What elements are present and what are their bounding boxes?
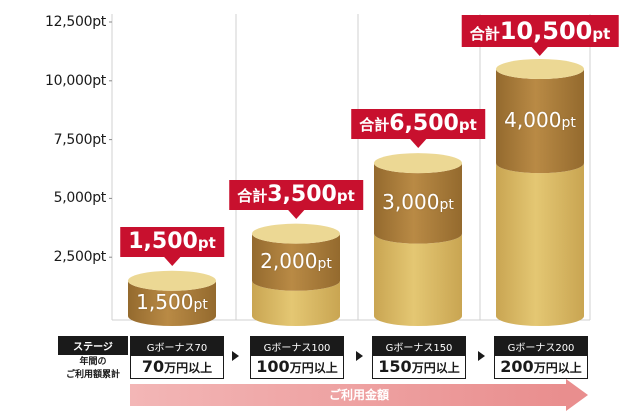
stage-name: Gボーナス100	[251, 337, 343, 356]
total-badge: 合計10,500pt	[461, 15, 619, 57]
stage-suffix: 万円以上	[533, 361, 582, 375]
bar-upper-segment	[128, 280, 216, 326]
stage-header-sub2: ご利用額累計	[65, 370, 120, 380]
total-prefix: 合計	[469, 25, 500, 44]
usage-arrow-bar	[130, 384, 566, 406]
total-badge: 合計3,500pt	[229, 179, 363, 219]
stage-name: Gボーナス70	[131, 337, 223, 356]
stage-threshold: 70万円以上	[131, 356, 223, 378]
bar-upper-segment	[252, 233, 340, 291]
total-value: 6,500	[389, 111, 459, 137]
stage-suffix: 万円以上	[289, 361, 338, 375]
bar-top-cap	[252, 223, 340, 244]
stage-header-title: ステージ	[58, 336, 128, 355]
segment-value: 1,500	[136, 290, 194, 315]
usage-arrow-head-icon	[566, 379, 588, 411]
segment-value-label: 2,000pt	[260, 249, 332, 273]
total-prefix: 合計	[359, 116, 390, 135]
segment-value: 3,000	[382, 190, 440, 215]
stage-header-sub1: 年間の	[79, 357, 107, 367]
bar-lower-segment	[374, 233, 462, 326]
bar-top-cap	[128, 270, 216, 291]
arrow-1-icon	[232, 351, 239, 361]
total-prefix: 合計	[237, 186, 268, 205]
stage-box-2: Gボーナス100 100万円以上	[250, 336, 344, 379]
y-tick-label: 12,500pt	[45, 14, 106, 30]
segment-value: 2,000	[260, 249, 318, 274]
bar-top-cap	[374, 153, 462, 174]
total-value: 10,500	[499, 17, 593, 46]
y-tick-label: 7,500pt	[53, 131, 107, 148]
total-unit: pt	[336, 186, 355, 205]
bar-upper-segment	[496, 69, 584, 174]
bar-top-cap	[496, 59, 584, 80]
total-badge: 1,500pt	[120, 226, 224, 266]
total-value: 3,500	[267, 181, 337, 207]
y-tick-label: 10,000pt	[45, 72, 106, 89]
stage-suffix: 万円以上	[164, 361, 213, 375]
stage-name: Gボーナス200	[495, 337, 587, 356]
arrow-2-icon	[356, 351, 363, 361]
stage-amount: 200	[500, 357, 534, 376]
stage-box-1: Gボーナス70 70万円以上	[130, 336, 224, 379]
stage-box-4: Gボーナス200 200万円以上	[494, 336, 588, 379]
segment-unit: pt	[317, 256, 332, 273]
stage-header: ステージ 年間の ご利用額累計	[58, 336, 128, 381]
stage-amount: 150	[378, 357, 412, 376]
y-tick-label: 2,500pt	[53, 249, 107, 266]
bar-lower-segment	[252, 280, 340, 326]
stage-box-3: Gボーナス150 150万円以上	[372, 336, 466, 379]
stage-amount: 100	[256, 357, 290, 376]
usage-label: ご利用金額	[328, 388, 389, 402]
bar-lower-segment	[496, 163, 584, 326]
segment-value-label: 3,000pt	[382, 190, 454, 214]
total-badge: 合計6,500pt	[351, 109, 485, 149]
total-value: 1,500	[128, 228, 198, 254]
stage-name: Gボーナス150	[373, 337, 465, 356]
total-unit: pt	[458, 116, 477, 135]
total-unit: pt	[592, 25, 611, 44]
segment-value-label: 1,500pt	[136, 290, 208, 314]
y-tick-label: 5,000pt	[53, 190, 107, 207]
segment-value: 4,000	[504, 108, 562, 133]
bar-upper-segment	[374, 163, 462, 244]
segment-value-label: 4,000pt	[504, 108, 576, 132]
stage-threshold: 150万円以上	[373, 356, 465, 378]
segment-unit: pt	[561, 115, 576, 132]
arrow-3-icon	[478, 351, 485, 361]
total-unit: pt	[197, 233, 216, 252]
segment-unit: pt	[439, 197, 454, 214]
stage-threshold: 200万円以上	[495, 356, 587, 378]
stage-suffix: 万円以上	[411, 361, 460, 375]
stage-threshold: 100万円以上	[251, 356, 343, 378]
stage-amount: 70	[141, 357, 165, 376]
segment-unit: pt	[193, 297, 208, 314]
